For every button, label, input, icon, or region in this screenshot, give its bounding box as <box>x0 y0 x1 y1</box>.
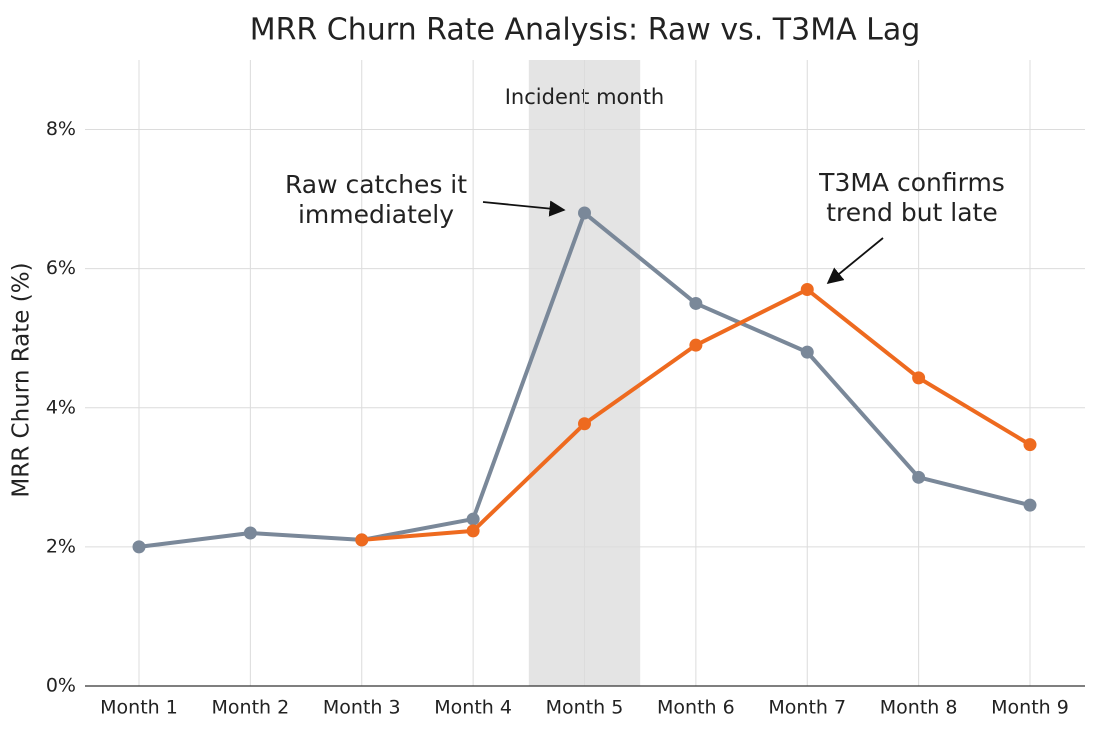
y-tick-label: 8% <box>46 118 76 140</box>
y-axis-label: MRR Churn Rate (%) <box>9 262 35 497</box>
data-point <box>578 206 591 220</box>
x-tick-label: Month 3 <box>323 697 401 719</box>
data-point <box>1023 438 1037 452</box>
data-point <box>578 417 591 431</box>
x-tick-label: Month 2 <box>212 697 290 719</box>
annotation-arrow <box>826 237 884 285</box>
x-tick-label: Month 9 <box>991 697 1069 719</box>
annotation-arrow <box>482 200 566 217</box>
chart-title: MRR Churn Rate Analysis: Raw vs. T3MA La… <box>250 13 921 48</box>
annotation-text: immediately <box>298 200 454 229</box>
data-point <box>243 526 257 540</box>
x-tick-label: Month 4 <box>434 697 512 719</box>
data-point <box>800 345 814 359</box>
data-point <box>132 540 146 554</box>
data-point <box>466 512 480 526</box>
y-tick-label: 4% <box>46 396 76 418</box>
y-tick-label: 0% <box>46 675 76 697</box>
data-point <box>912 470 926 484</box>
annotation-text: Raw catches it <box>285 170 467 199</box>
data-point <box>466 524 480 538</box>
y-tick-label: 6% <box>46 257 76 279</box>
annotation-text: trend but late <box>826 198 997 227</box>
x-tick-label: Month 6 <box>657 697 735 719</box>
data-point <box>355 533 369 547</box>
x-tick-label: Month 8 <box>880 697 958 719</box>
x-tick-label: Month 7 <box>768 697 846 719</box>
data-point <box>912 371 926 385</box>
x-tick-label: Month 5 <box>546 697 624 719</box>
y-tick-label: 2% <box>46 535 76 557</box>
data-point <box>689 296 703 310</box>
data-point <box>689 338 703 352</box>
data-point <box>800 283 814 297</box>
x-tick-label: Month 1 <box>100 697 178 719</box>
data-point <box>1023 498 1037 512</box>
annotation-text: T3MA confirms <box>818 168 1005 197</box>
